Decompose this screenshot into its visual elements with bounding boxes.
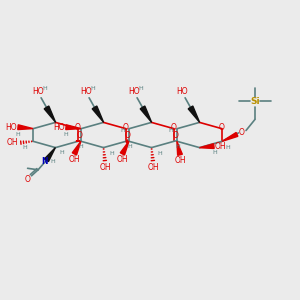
Text: Si: Si — [250, 97, 260, 106]
Polygon shape — [66, 125, 81, 130]
Text: H: H — [16, 132, 20, 136]
Text: H: H — [225, 145, 230, 150]
Text: O: O — [238, 128, 244, 137]
Polygon shape — [92, 106, 103, 122]
Text: H: H — [169, 128, 173, 133]
Text: HO: HO — [6, 123, 17, 132]
Text: H: H — [110, 151, 114, 156]
Text: H: H — [22, 146, 27, 150]
Text: O: O — [171, 123, 177, 132]
Text: H: H — [139, 86, 143, 91]
Text: H: H — [43, 86, 47, 91]
Polygon shape — [44, 148, 56, 162]
Polygon shape — [44, 106, 56, 122]
Text: H: H — [127, 144, 132, 149]
Text: H: H — [175, 144, 180, 149]
Text: H: H — [91, 86, 95, 91]
Text: OH: OH — [117, 155, 128, 164]
Text: H: H — [158, 151, 162, 156]
Text: OH: OH — [69, 155, 80, 164]
Text: H: H — [59, 150, 64, 154]
Text: OH: OH — [7, 138, 18, 147]
Text: H: H — [64, 132, 68, 136]
Text: H: H — [79, 144, 83, 149]
Polygon shape — [140, 106, 152, 122]
Text: HO: HO — [128, 87, 140, 96]
Polygon shape — [177, 141, 182, 155]
Text: O: O — [172, 131, 178, 140]
Text: O: O — [219, 123, 225, 132]
Text: H: H — [121, 128, 125, 133]
Text: O: O — [76, 131, 82, 140]
Text: HO: HO — [176, 87, 188, 96]
Polygon shape — [72, 141, 81, 155]
Text: OH: OH — [215, 142, 226, 151]
Polygon shape — [188, 106, 200, 122]
Text: O: O — [25, 175, 31, 184]
Text: N: N — [42, 157, 48, 166]
Text: OH: OH — [174, 156, 186, 165]
Text: HO: HO — [54, 123, 65, 132]
Polygon shape — [120, 141, 129, 155]
Text: O: O — [124, 131, 130, 140]
Text: H: H — [51, 159, 56, 164]
Text: O: O — [123, 123, 129, 132]
Text: HO: HO — [80, 87, 92, 96]
Text: O: O — [75, 123, 81, 132]
Polygon shape — [222, 133, 238, 141]
Text: H: H — [213, 151, 218, 155]
Text: OH: OH — [147, 163, 159, 172]
Text: HO: HO — [32, 87, 44, 96]
Polygon shape — [200, 144, 214, 148]
Text: OH: OH — [99, 163, 111, 172]
Polygon shape — [18, 125, 33, 130]
